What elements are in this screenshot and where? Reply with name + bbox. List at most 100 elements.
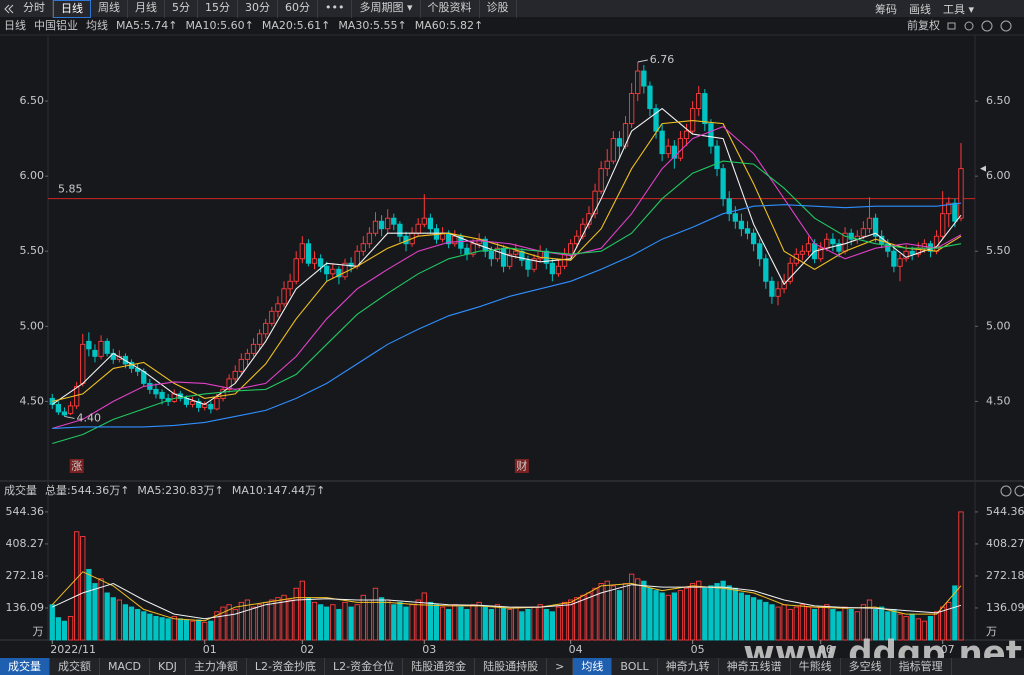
candle-body [330,268,336,275]
candle-body [159,391,165,399]
overlay-tab[interactable]: 指标管理 [891,658,952,675]
volume-bar [915,618,921,641]
overlay-tab[interactable]: 神奇九转 [658,658,719,675]
adjust-label: 前复权 [907,18,940,32]
volume-bar [147,613,153,641]
ma-line [52,202,962,429]
more-button[interactable]: > [547,658,574,675]
toolbar: 分时 日线 周线 月线 5分 15分 30分 60分 ••• 多周期图 ▾ 个股资料 诊股 筹码 画线工… [0,0,1024,18]
candle-body [757,243,763,260]
indicator-tab[interactable]: 陆股通资金 [403,658,476,675]
candle-body [860,228,867,237]
settings-icon[interactable] [964,21,974,31]
candle-body [98,340,104,357]
indicator-tab[interactable]: 主力净额 [186,658,247,675]
volume-bar [885,611,891,641]
indicator-tab[interactable]: 成交额 [50,658,100,675]
ma-line [52,125,962,429]
volume-bar [598,583,604,641]
candle-body [818,247,824,260]
period-tab[interactable]: 月线 [128,0,165,18]
volume-bar [366,599,373,641]
menu-icon[interactable] [1014,485,1024,497]
overlay-tab[interactable]: 均线 [573,658,613,675]
candle-body [500,247,507,267]
period-tab[interactable]: 日线 [53,0,91,18]
period-tab[interactable]: 周线 [91,0,128,18]
candle-body [909,250,915,255]
candle-body [360,243,366,252]
candle-body [744,228,751,234]
period-tab[interactable]: 诊股 [480,0,517,18]
volume-bar [177,618,183,641]
volume-bar [336,608,342,641]
x-tick-label: 05 [691,643,705,656]
period-tab[interactable]: 60分 [278,0,318,18]
indicator-tab[interactable]: MACD [100,658,150,675]
indicator-tab[interactable]: 陆股通持股 [475,658,548,675]
candle-body [281,288,287,305]
volume-bar [854,611,860,641]
volume-bar [61,620,68,641]
extreme-pointer [637,59,648,63]
y-tick-label: 4.50 [986,394,1011,407]
volume-bar [250,606,257,641]
candle-body [659,130,665,155]
candle-body [671,145,677,159]
y-tick-label: 5.00 [986,319,1011,332]
volume-bar [476,601,482,641]
close-icon[interactable] [1000,485,1012,497]
overlay-tab[interactable]: BOLL [612,658,658,675]
legend-entry: MA10:5.60↑ [185,19,253,32]
unit-label: 万 [33,625,44,638]
period-tab[interactable]: 30分 [238,0,278,18]
current-price-marker [980,165,986,172]
indicator-tab[interactable]: L2-资金仓位 [325,658,404,675]
candle-body [287,280,293,290]
volume-bar [519,611,525,641]
volume-bar [513,606,519,641]
candle-body [635,70,641,95]
ma-line [51,571,962,622]
period-tab[interactable]: 多周期图 ▾ [352,0,421,18]
volume-bar [897,613,903,641]
period-tab[interactable]: 分时 [16,0,53,18]
volume-bar [580,594,586,641]
indicator-tab[interactable]: L2-资金抄底 [247,658,326,675]
collapse-icon[interactable] [2,2,16,16]
tool-button[interactable]: 筹码 [874,2,897,16]
close-icon[interactable] [1000,20,1012,32]
tool-button[interactable]: 画线 [908,2,931,16]
overlay-tab[interactable]: 神奇五线谱 [719,658,791,675]
lock-icon[interactable] [947,22,956,30]
minimize-icon[interactable] [981,20,993,32]
candle-body [86,340,92,350]
candle-body [763,258,769,282]
volume-bar [238,601,244,641]
volume-bar [561,601,568,641]
volume-bar [116,599,123,641]
candle-body [269,310,275,324]
volume-bar [135,608,141,641]
tool-button[interactable]: 工具 ▾ [942,2,974,16]
period-tab[interactable]: ••• [318,0,353,18]
overlay-tab[interactable]: 多空线 [841,658,891,675]
indicator-tab[interactable]: 成交量 [0,658,50,675]
extreme-label: 4.40 [76,411,101,424]
volume-bar [98,578,104,641]
period-tab[interactable]: 个股资料 [421,0,480,18]
candle-body [653,108,659,132]
volume-bar [921,620,928,641]
volume-bar [665,594,671,641]
overlay-tab[interactable]: 牛熊线 [791,658,841,675]
volume-bar [86,568,92,641]
volume-bar [324,606,330,641]
candle-body [568,243,574,255]
candle-body [708,123,714,147]
volume-bar [378,597,385,641]
indicator-tab[interactable]: KDJ [150,658,186,675]
period-tab[interactable]: 15分 [198,0,238,18]
volume-bar [799,604,806,641]
volume-bar [543,608,549,641]
period-tab[interactable]: 5分 [165,0,198,18]
